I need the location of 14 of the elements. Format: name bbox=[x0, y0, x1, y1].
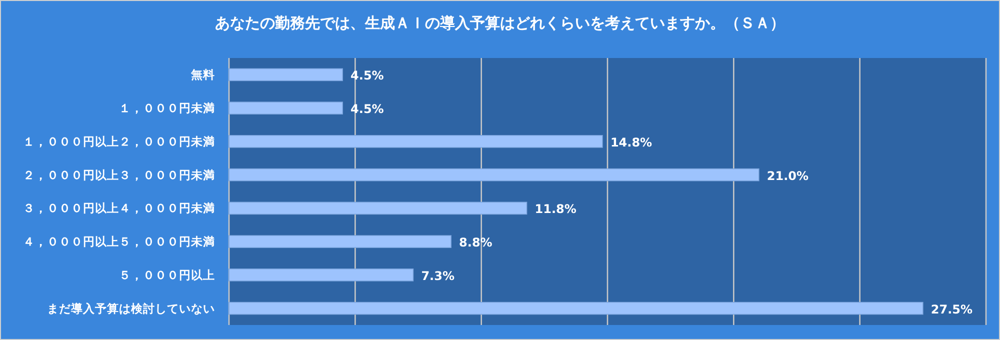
y-tick-label: ４，０００円以上５，０００円未満 bbox=[23, 234, 215, 249]
data-label: 7.3% bbox=[421, 268, 454, 283]
y-tick-label: ２，０００円以上３，０００円未満 bbox=[23, 168, 215, 182]
data-label: 27.5% bbox=[930, 302, 973, 316]
y-tick-label: １，０００円未満 bbox=[119, 101, 215, 116]
y-tick-label: まだ導入予算は検討していない bbox=[47, 301, 215, 316]
data-label: 21.0% bbox=[766, 168, 809, 183]
y-tick-label: 無料 bbox=[190, 68, 215, 82]
data-label: 14.8% bbox=[610, 135, 652, 150]
y-tick-label: ５，０００円以上 bbox=[119, 268, 215, 282]
y-tick-label: １，０００円以上２，０００円未満 bbox=[23, 134, 215, 148]
data-label: 11.8% bbox=[534, 202, 576, 216]
y-tick-label: ３，０００円以上４，０００円未満 bbox=[23, 201, 215, 216]
title: あなたの勤務先では、生成ＡＩの導入予算はどれくらいを考えていますか。（ＳＡ） bbox=[215, 14, 785, 32]
